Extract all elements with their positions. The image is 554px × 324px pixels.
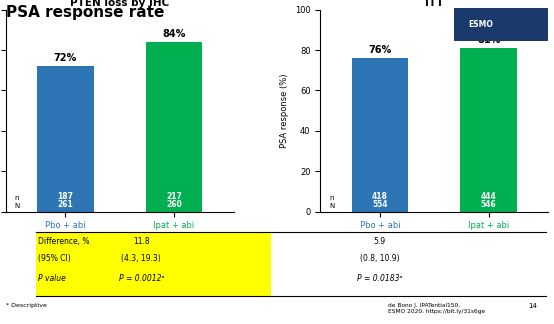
- Bar: [460, 48, 517, 212]
- Text: 72%: 72%: [54, 53, 77, 63]
- Text: 546: 546: [481, 201, 496, 210]
- Bar: [37, 66, 94, 212]
- Text: 554: 554: [372, 201, 388, 210]
- Text: 418: 418: [372, 192, 388, 202]
- Text: 261: 261: [58, 201, 73, 210]
- Text: ESMO: ESMO: [468, 20, 493, 29]
- Y-axis label: PSA response (%): PSA response (%): [280, 73, 289, 148]
- Text: P = 0.0012ᵃ: P = 0.0012ᵃ: [119, 274, 164, 283]
- Title: ITT: ITT: [425, 0, 444, 7]
- Text: 5.9: 5.9: [373, 237, 386, 246]
- Text: 84%: 84%: [162, 29, 186, 39]
- Text: 444: 444: [481, 192, 496, 202]
- Text: 217: 217: [166, 192, 182, 202]
- Text: P = 0.0183ᵃ: P = 0.0183ᵃ: [357, 274, 402, 283]
- Text: N: N: [329, 203, 334, 210]
- Text: * Descriptive: * Descriptive: [6, 303, 47, 308]
- Text: PSA response rate: PSA response rate: [6, 5, 164, 20]
- Text: P value: P value: [38, 274, 65, 283]
- Bar: [352, 58, 408, 212]
- Text: (0.8, 10.9): (0.8, 10.9): [360, 254, 399, 263]
- Text: 76%: 76%: [368, 45, 392, 55]
- Text: de Bono J. IPATential150.
ESMO 2020. https://bit.ly/31s6ge: de Bono J. IPATential150. ESMO 2020. htt…: [388, 303, 485, 314]
- Text: n: n: [329, 195, 334, 202]
- Text: 81%: 81%: [477, 35, 500, 45]
- Text: Difference, %: Difference, %: [38, 237, 89, 246]
- Bar: [146, 42, 202, 212]
- Text: 11.8: 11.8: [133, 237, 150, 246]
- Text: 14: 14: [529, 303, 537, 309]
- Text: 187: 187: [57, 192, 73, 202]
- Text: N: N: [14, 203, 19, 210]
- Text: (95% CI): (95% CI): [38, 254, 70, 263]
- Title: PTEN loss by IHC: PTEN loss by IHC: [70, 0, 169, 7]
- Text: (4.3, 19.3): (4.3, 19.3): [121, 254, 161, 263]
- Text: n: n: [14, 195, 19, 202]
- Text: 260: 260: [166, 201, 182, 210]
